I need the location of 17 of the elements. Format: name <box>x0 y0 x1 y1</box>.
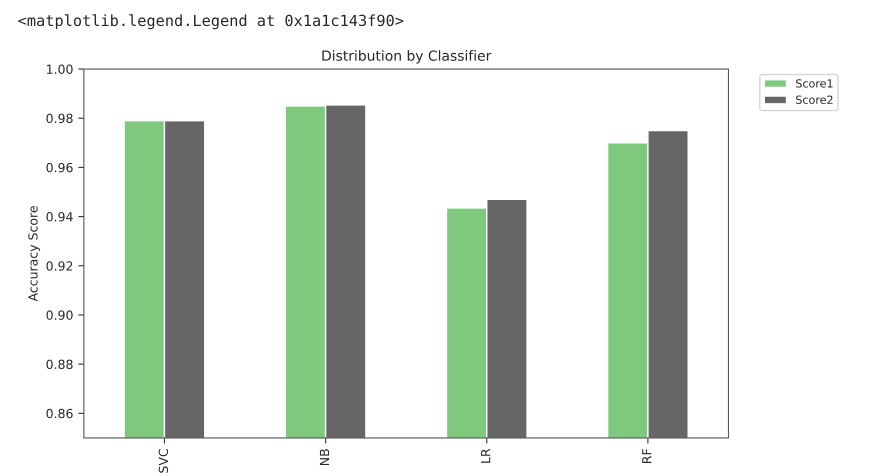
x-tick-label: RF <box>642 449 652 463</box>
y-tick-label: 0.88 <box>46 360 73 370</box>
chart-title: Distribution by Classifier <box>322 50 492 64</box>
legend-label: Score2 <box>796 96 832 104</box>
y-tick-label: 0.94 <box>46 212 73 222</box>
y-tick-label: 0.92 <box>46 261 72 271</box>
text: <matplotlib.legend.Legend at 0x1a1c143f90> <box>18 14 404 30</box>
y-tick-label: 0.90 <box>46 310 73 320</box>
x-tick-label: SVC <box>158 449 168 473</box>
legend-label: Score1 <box>796 79 833 88</box>
y-tick-label: 0.96 <box>46 162 73 172</box>
y-tick-label: 0.86 <box>46 408 73 418</box>
y-tick-label: 0.98 <box>46 114 73 124</box>
x-tick-label: NB <box>320 449 330 466</box>
y-axis-title: Accuracy Score <box>28 206 40 302</box>
x-tick-label: LR <box>481 448 490 463</box>
y-tick-label: 1.00 <box>47 64 73 74</box>
